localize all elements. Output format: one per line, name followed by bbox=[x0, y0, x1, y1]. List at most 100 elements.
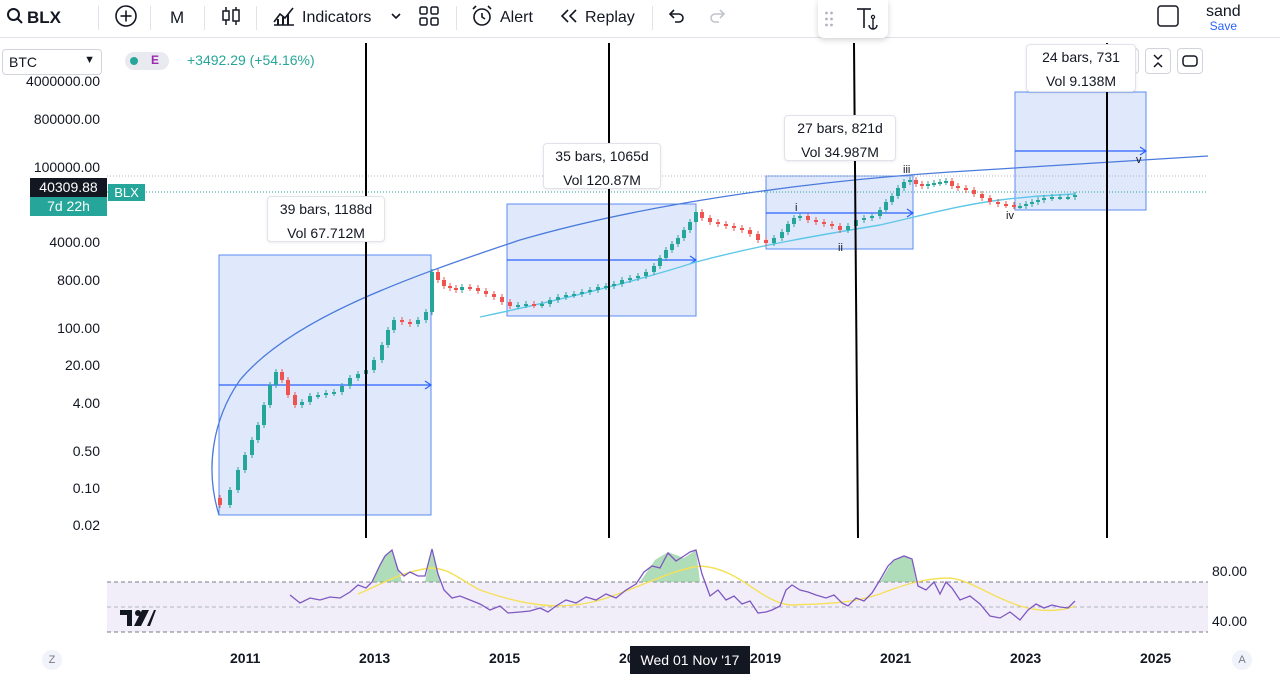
candle-body bbox=[980, 194, 984, 198]
range-box-3[interactable] bbox=[765, 175, 914, 250]
candle-body bbox=[902, 182, 906, 188]
candle-body bbox=[1024, 204, 1028, 206]
interval-button[interactable]: M bbox=[170, 8, 185, 27]
candle-body bbox=[454, 288, 458, 290]
candle-body bbox=[332, 392, 336, 394]
candle-body bbox=[324, 393, 328, 395]
candle-body bbox=[956, 186, 960, 188]
save-layout-button[interactable]: sand Save bbox=[1206, 0, 1241, 36]
candle-body bbox=[932, 183, 936, 185]
tradingview-logo[interactable] bbox=[120, 608, 156, 633]
candle-body bbox=[664, 250, 668, 258]
text-anchor-icon[interactable] bbox=[854, 6, 880, 37]
candle-body bbox=[798, 216, 802, 218]
candle-body bbox=[596, 287, 600, 290]
toolbar-divider bbox=[98, 6, 99, 30]
current-price-label: 40309.88 bbox=[30, 178, 107, 197]
redo-button[interactable] bbox=[708, 0, 728, 36]
time-tick-label: 2023 bbox=[1010, 650, 1042, 666]
alarm-clock-icon bbox=[470, 4, 494, 33]
candle-body bbox=[786, 224, 790, 232]
time-tick-label: 2011 bbox=[230, 650, 261, 666]
candle-body bbox=[950, 181, 954, 186]
redo-icon bbox=[708, 7, 728, 30]
candle-body bbox=[870, 216, 874, 218]
candle-body bbox=[442, 280, 446, 286]
candle-body bbox=[348, 378, 352, 386]
collapse-pane-button[interactable] bbox=[1145, 48, 1171, 74]
range-box-4[interactable] bbox=[1014, 91, 1147, 211]
price-tick-label: 4000000.00 bbox=[26, 73, 100, 89]
candle-body bbox=[1050, 197, 1054, 199]
wave-label-iv: iv bbox=[1006, 210, 1014, 222]
symbol-search-button[interactable]: BLX bbox=[6, 0, 61, 36]
candle-body bbox=[274, 372, 278, 385]
candle-body bbox=[732, 226, 736, 228]
measure-volume: Vol 9.138M bbox=[1045, 73, 1117, 89]
rsi-line bbox=[289, 548, 1076, 621]
search-icon bbox=[6, 7, 24, 30]
candle-body bbox=[780, 232, 784, 238]
candle-body bbox=[944, 181, 948, 183]
toolbar-divider bbox=[150, 6, 151, 30]
candle-body bbox=[838, 226, 842, 230]
toolbar-divider bbox=[256, 6, 257, 30]
indicators-button[interactable]: Indicators bbox=[272, 0, 371, 36]
candles-icon bbox=[220, 5, 242, 32]
candle-body bbox=[386, 330, 390, 345]
candle-body bbox=[484, 291, 488, 294]
maximize-icon bbox=[1182, 55, 1198, 71]
candle-body bbox=[792, 218, 796, 224]
measure-bars: 27 bars, 821d bbox=[797, 120, 883, 136]
candle-body bbox=[372, 360, 376, 370]
candle-body bbox=[1004, 204, 1008, 206]
candle-body bbox=[500, 297, 504, 302]
time-tick-label: 2019 bbox=[750, 650, 782, 666]
price-tick-label: 0.02 bbox=[72, 517, 100, 533]
candle-body bbox=[564, 295, 568, 297]
earnings-badge[interactable]: E bbox=[125, 52, 169, 70]
candle-body bbox=[250, 440, 254, 455]
timezone-toggle[interactable]: Z bbox=[42, 650, 62, 670]
alert-button[interactable]: Alert bbox=[470, 0, 533, 36]
candle-body bbox=[424, 312, 428, 320]
symbol-select[interactable]: BTC ▼ bbox=[2, 49, 102, 75]
maximize-pane-button[interactable] bbox=[1177, 48, 1203, 74]
candle-body bbox=[400, 320, 404, 322]
candle-body bbox=[938, 182, 942, 184]
drag-handle-icon[interactable] bbox=[824, 10, 834, 33]
candle-body bbox=[740, 228, 744, 230]
candle-body bbox=[846, 226, 850, 230]
candle-body bbox=[392, 320, 396, 330]
collapse-icon bbox=[1151, 54, 1165, 72]
wave-label-ii: ii bbox=[838, 242, 843, 254]
time-tick-label: 2015 bbox=[489, 650, 521, 666]
undo-button[interactable] bbox=[666, 0, 686, 36]
candle-body bbox=[862, 218, 866, 220]
replay-button[interactable]: Replay bbox=[558, 0, 635, 36]
templates-button[interactable] bbox=[418, 0, 440, 36]
candle-body bbox=[628, 278, 632, 280]
range-box-1[interactable] bbox=[218, 254, 432, 516]
layout-button[interactable] bbox=[1156, 0, 1180, 36]
wave-label-i: i bbox=[795, 202, 798, 214]
candle-body bbox=[748, 230, 752, 234]
range-box-2[interactable] bbox=[506, 203, 697, 317]
candle-body bbox=[854, 220, 858, 226]
range-arrows bbox=[219, 146, 1148, 390]
candle-body bbox=[436, 272, 440, 280]
auto-scale-toggle[interactable]: A bbox=[1232, 650, 1252, 670]
candle-body bbox=[280, 372, 284, 380]
candle-body bbox=[340, 386, 344, 392]
indicators-dropdown-button[interactable] bbox=[389, 0, 403, 36]
candle-body bbox=[236, 470, 240, 490]
candle-body bbox=[708, 218, 712, 222]
chart-type-button[interactable] bbox=[220, 0, 242, 36]
symbol-price-tag: BLX bbox=[108, 184, 145, 201]
compare-button[interactable] bbox=[114, 0, 138, 36]
candle-body bbox=[468, 287, 472, 289]
candle-body bbox=[814, 220, 818, 222]
candle-body bbox=[572, 294, 576, 296]
earnings-letter: E bbox=[150, 53, 159, 67]
